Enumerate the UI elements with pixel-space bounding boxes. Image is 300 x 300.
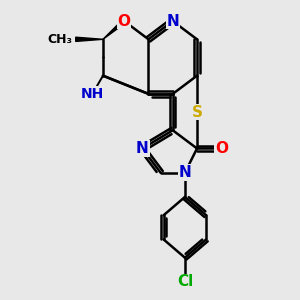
Text: N: N — [178, 165, 191, 180]
Polygon shape — [76, 37, 103, 41]
Text: N: N — [167, 14, 179, 28]
Text: S: S — [191, 105, 203, 120]
Polygon shape — [103, 20, 126, 39]
Text: Cl: Cl — [177, 274, 193, 290]
Text: N: N — [136, 141, 149, 156]
Text: NH: NH — [81, 87, 104, 101]
Text: O: O — [215, 141, 228, 156]
Text: O: O — [118, 14, 131, 28]
Text: CH₃: CH₃ — [48, 33, 73, 46]
